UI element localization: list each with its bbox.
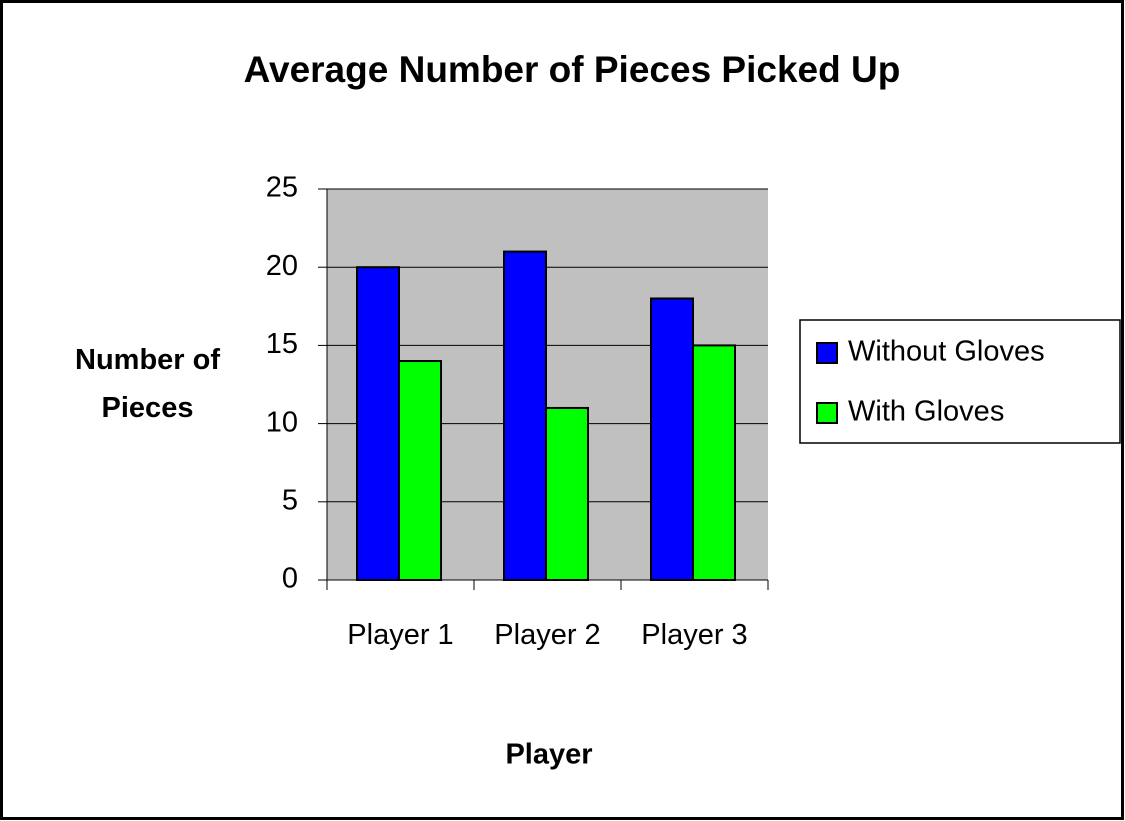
bar [545,406,589,581]
bar [650,297,694,581]
bar [398,360,442,582]
bar [692,344,736,581]
x-tick-label: Player 1 [347,619,454,651]
legend-swatch [816,402,838,424]
y-tick-label: 0 [282,563,298,595]
y-tick-label: 25 [266,172,298,204]
x-tick-label: Player 2 [494,619,601,651]
y-tick-label: 15 [266,328,298,360]
x-tick-label: Player 3 [641,619,748,651]
x-axis-title: Player [505,739,592,771]
y-tick-label: 20 [266,250,298,282]
chart-title: Average Number of Pieces Picked Up [244,49,901,90]
legend-box [799,319,1121,444]
bar [503,250,547,581]
y-axis-title: Number of Pieces [75,344,220,424]
bar [356,266,400,581]
legend-label: With Gloves [848,396,1004,428]
legend-swatch [816,342,838,364]
y-tick-label: 10 [266,406,298,438]
y-tick-label: 5 [282,484,298,516]
legend-label: Without Gloves [848,336,1045,368]
